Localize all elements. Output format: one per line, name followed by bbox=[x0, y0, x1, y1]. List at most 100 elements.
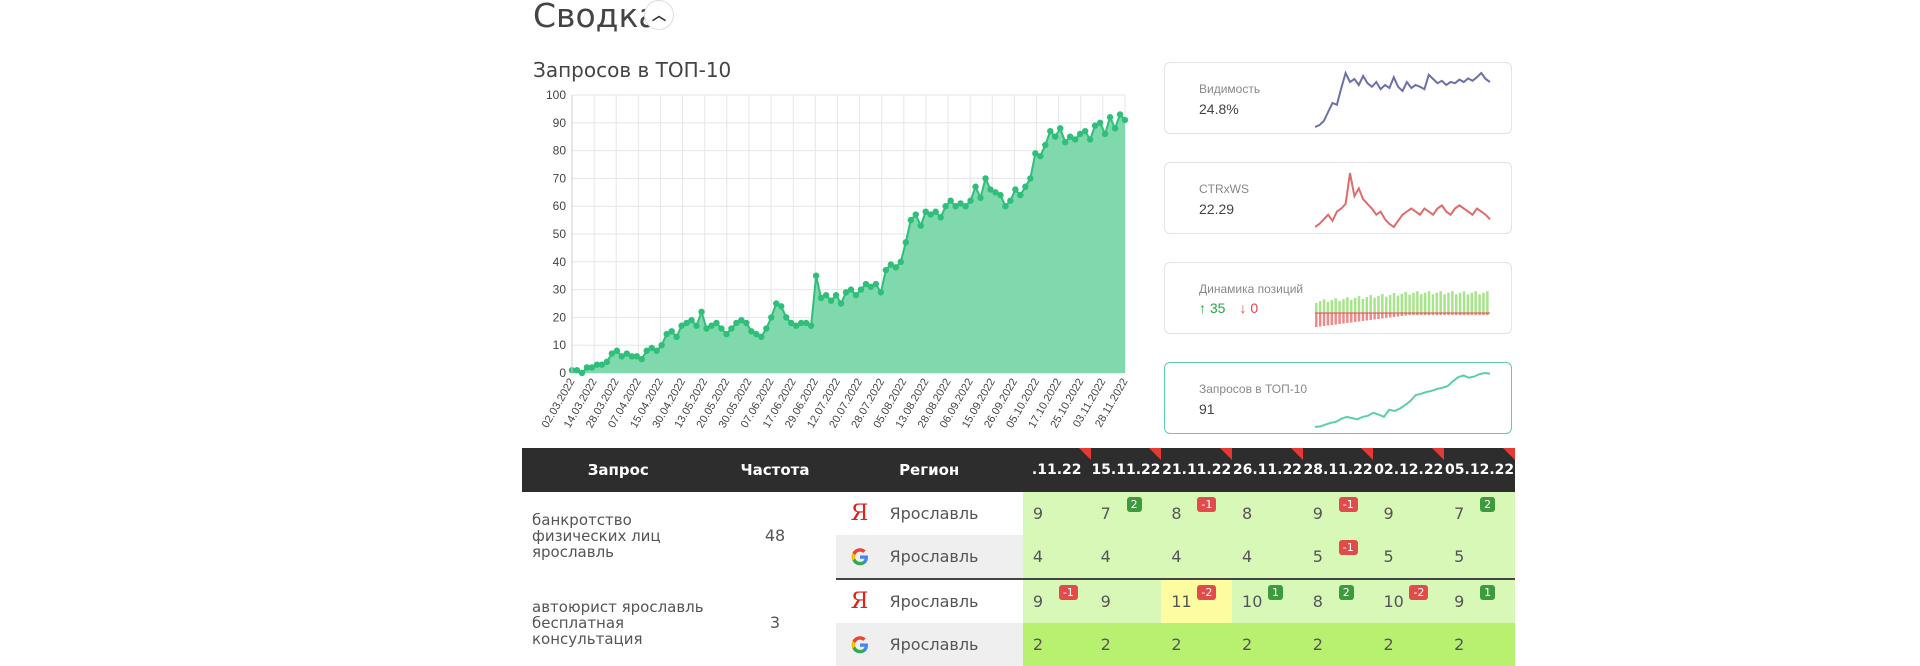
header-query[interactable]: Запрос bbox=[522, 448, 715, 492]
position-cell[interactable]: 9 bbox=[1090, 579, 1162, 623]
data-point bbox=[862, 280, 870, 288]
position-cell[interactable]: 5 bbox=[1444, 535, 1515, 580]
data-point bbox=[1062, 139, 1069, 146]
card-label: Видимость bbox=[1199, 82, 1261, 96]
dynamics-bar-up bbox=[1408, 294, 1411, 313]
position-cell[interactable]: 4 bbox=[1090, 535, 1162, 580]
data-point bbox=[987, 186, 994, 193]
dynamics-bar-up bbox=[1369, 295, 1372, 313]
dynamics-bar-down bbox=[1369, 313, 1372, 320]
data-point bbox=[608, 350, 616, 357]
position-cell[interactable]: 5 -1 bbox=[1302, 535, 1374, 580]
dynamics-bar-down bbox=[1455, 313, 1458, 315]
header-date[interactable]: 28.11.22 bbox=[1302, 448, 1374, 492]
region-cell: Я Ярославль bbox=[836, 579, 1023, 623]
position-cell[interactable]: 9 bbox=[1373, 492, 1445, 535]
note-marker-icon[interactable] bbox=[1361, 448, 1374, 460]
position-cell[interactable]: 8 bbox=[1232, 492, 1303, 535]
data-point bbox=[887, 261, 895, 268]
header-date[interactable]: 05.12.22 bbox=[1444, 448, 1515, 492]
position-cell[interactable]: 2 bbox=[1444, 623, 1515, 666]
data-point bbox=[827, 297, 835, 304]
data-point bbox=[842, 289, 850, 296]
position-cell[interactable]: 2 bbox=[1090, 623, 1162, 666]
position-value: 9 bbox=[1312, 504, 1323, 523]
position-cell[interactable]: 5 bbox=[1373, 535, 1445, 580]
header-date[interactable]: 15.11.22 bbox=[1090, 448, 1162, 492]
query-text[interactable]: автоюрист ярославль бесплатная консульта… bbox=[532, 597, 704, 648]
dynamics-bar-up bbox=[1350, 299, 1353, 313]
data-point bbox=[573, 367, 581, 374]
header-region[interactable]: Регион bbox=[835, 448, 1023, 492]
header-date[interactable]: 02.12.22 bbox=[1373, 448, 1445, 492]
position-change-badge: 1 bbox=[1480, 585, 1496, 600]
data-point bbox=[1076, 130, 1084, 138]
header-date[interactable]: 21.11.22 bbox=[1161, 448, 1233, 492]
position-cell[interactable]: 10 -2 bbox=[1373, 579, 1445, 623]
dynamics-bar-up bbox=[1466, 294, 1470, 313]
position-cell[interactable]: 9 -1 bbox=[1022, 579, 1091, 623]
y-tick-label: 70 bbox=[553, 171, 567, 185]
visibility-card[interactable]: Видимость 24.8% bbox=[1164, 62, 1512, 134]
ctr-card[interactable]: CTRxWS 22.29 bbox=[1164, 162, 1512, 234]
header-freq[interactable]: Частота bbox=[714, 448, 836, 492]
position-cell[interactable]: 9 -1 bbox=[1302, 492, 1374, 535]
dynamics-card[interactable]: Динамика позиций ↑ 35 ↓ 0 bbox=[1164, 262, 1512, 334]
top10-card[interactable]: Запросов в ТОП-10 91 bbox=[1164, 362, 1512, 434]
data-point bbox=[783, 314, 790, 321]
data-point bbox=[792, 322, 800, 329]
position-cell[interactable]: 2 bbox=[1022, 623, 1091, 666]
dynamics-bar-down bbox=[1326, 313, 1330, 326]
region-cell: Ярославль bbox=[835, 623, 1023, 666]
card-label: Запросов в ТОП-10 bbox=[1199, 382, 1308, 396]
dynamics-bar-down bbox=[1381, 313, 1384, 319]
data-point bbox=[768, 314, 775, 321]
card-value: 91 bbox=[1199, 401, 1215, 417]
y-tick-label: 100 bbox=[546, 88, 566, 102]
data-point bbox=[812, 272, 820, 279]
data-point bbox=[653, 347, 660, 354]
position-cell[interactable]: 4 bbox=[1232, 535, 1303, 580]
data-point bbox=[932, 208, 939, 215]
header-date[interactable]: .11.22 bbox=[1022, 448, 1091, 492]
position-cell[interactable]: 2 bbox=[1302, 623, 1374, 666]
position-change-badge: -1 bbox=[1197, 497, 1217, 512]
data-point bbox=[753, 330, 760, 338]
header-date[interactable]: 26.11.22 bbox=[1232, 448, 1303, 492]
dynamics-bar-up bbox=[1318, 301, 1322, 313]
position-cell[interactable]: 2 bbox=[1161, 623, 1233, 666]
data-point bbox=[743, 319, 750, 327]
dynamics-bar-down bbox=[1447, 313, 1450, 315]
collapse-button[interactable]: ︿ bbox=[644, 0, 674, 30]
dynamics-bar-down bbox=[1385, 313, 1388, 318]
position-cell[interactable]: 2 bbox=[1232, 623, 1303, 666]
position-value: 4 bbox=[1100, 547, 1111, 566]
position-cell[interactable]: 4 bbox=[1022, 535, 1091, 580]
position-cell[interactable]: 10 1 bbox=[1232, 579, 1303, 623]
query-text[interactable]: банкротство физических лиц ярославль bbox=[532, 510, 661, 561]
dynamics-bar-up bbox=[1470, 292, 1474, 313]
position-cell[interactable]: 2 bbox=[1373, 623, 1445, 666]
note-marker-icon[interactable] bbox=[1290, 448, 1303, 460]
data-point bbox=[1017, 191, 1024, 199]
region-name: Ярославль bbox=[889, 592, 979, 611]
note-marker-icon[interactable] bbox=[1078, 448, 1091, 460]
position-cell[interactable]: 4 bbox=[1161, 535, 1233, 580]
position-cell[interactable]: 11 -2 bbox=[1161, 579, 1233, 623]
dynamics-bar-up bbox=[1478, 294, 1481, 313]
note-marker-icon[interactable] bbox=[1503, 448, 1515, 460]
dynamics-bar-down bbox=[1482, 313, 1485, 315]
note-marker-icon[interactable] bbox=[1432, 448, 1445, 460]
position-cell[interactable]: 9 bbox=[1022, 492, 1091, 535]
dynamics-bar-up bbox=[1435, 292, 1439, 313]
sparkline-path bbox=[1315, 70, 1491, 128]
position-cell[interactable]: 8 -1 bbox=[1161, 492, 1233, 535]
note-marker-icon[interactable] bbox=[1149, 448, 1162, 460]
note-marker-icon[interactable] bbox=[1220, 448, 1233, 460]
table-header-row: Запрос Частота Регион .11.22 15.11.22 21.1… bbox=[522, 448, 1515, 492]
position-value: 9 bbox=[1032, 504, 1043, 523]
